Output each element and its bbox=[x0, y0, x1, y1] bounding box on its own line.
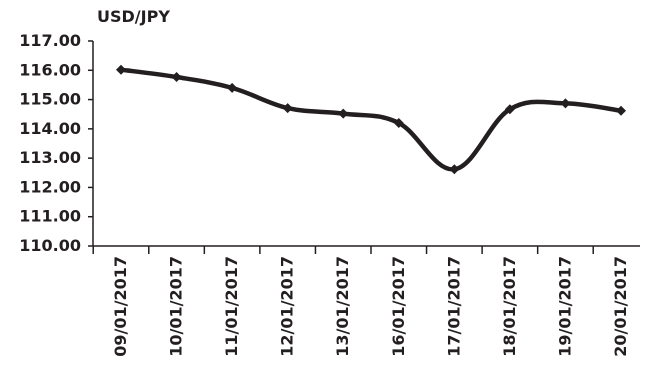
y-tick-label: 111.00 bbox=[19, 207, 81, 226]
x-tick-label: 09/01/2017 bbox=[111, 256, 130, 357]
data-point bbox=[449, 164, 460, 175]
data-point bbox=[504, 104, 515, 115]
x-tick-label: 10/01/2017 bbox=[167, 256, 186, 357]
data-point bbox=[227, 82, 238, 93]
x-tick-label: 19/01/2017 bbox=[555, 256, 574, 357]
x-tick-label: 20/01/2017 bbox=[611, 256, 630, 357]
y-tick-label: 117.00 bbox=[19, 31, 81, 50]
data-point bbox=[393, 118, 404, 128]
y-tick-label: 116.00 bbox=[19, 60, 81, 79]
y-tick-label: 112.00 bbox=[19, 177, 81, 196]
series-group bbox=[116, 64, 626, 175]
x-tick-label: 18/01/2017 bbox=[500, 256, 519, 357]
y-tick-label: 113.00 bbox=[19, 148, 81, 167]
y-axis: 110.00 111.00 112.00 113.00 114.00 115.00 116.… bbox=[19, 31, 94, 255]
x-tick-label: 12/01/2017 bbox=[278, 256, 297, 357]
data-point bbox=[116, 64, 126, 75]
y-tick-label: 115.00 bbox=[19, 90, 81, 109]
x-tick-label: 17/01/2017 bbox=[444, 256, 463, 357]
data-point bbox=[616, 105, 626, 116]
y-tick-label: 110.00 bbox=[19, 236, 81, 255]
x-tick-label: 11/01/2017 bbox=[222, 256, 241, 357]
x-axis: 09/01/2017 10/01/2017 11/01/2017 12/01/2017… bbox=[92, 245, 640, 357]
x-tick-label: 16/01/2017 bbox=[389, 256, 408, 357]
y-tick-label: 114.00 bbox=[19, 119, 81, 138]
data-point bbox=[282, 103, 293, 114]
data-point bbox=[560, 98, 571, 109]
series-line bbox=[118, 67, 624, 172]
chart-title: USD/JPY bbox=[97, 7, 170, 26]
data-point bbox=[338, 108, 349, 119]
data-point bbox=[171, 72, 182, 83]
x-tick-label: 13/01/2017 bbox=[333, 256, 352, 357]
